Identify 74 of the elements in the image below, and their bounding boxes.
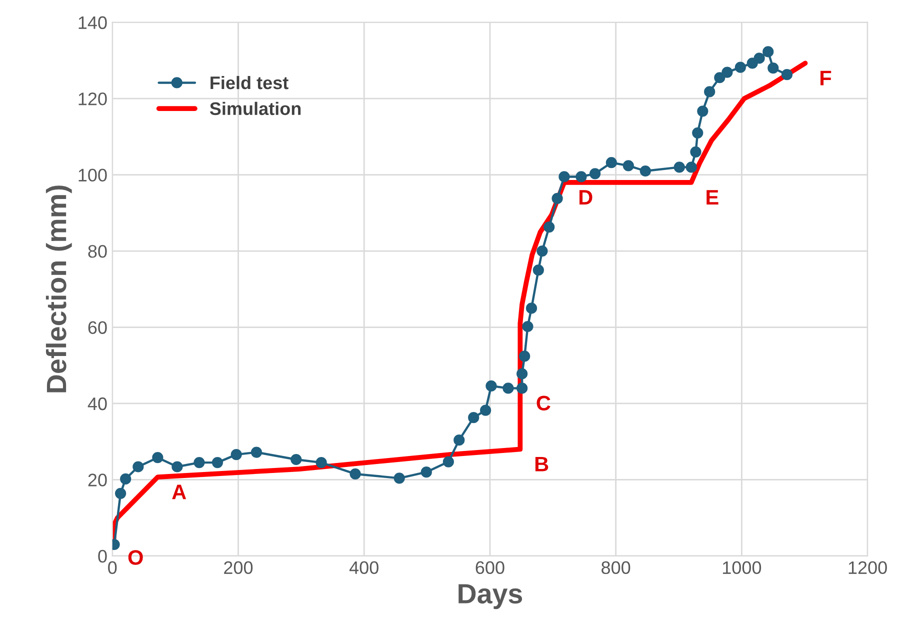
point bbox=[622, 160, 634, 172]
point bbox=[762, 46, 774, 58]
point bbox=[552, 192, 563, 204]
point bbox=[132, 461, 144, 472]
point bbox=[781, 69, 793, 80]
y-tick-label: 100 bbox=[78, 168, 107, 182]
point bbox=[316, 457, 327, 468]
x-tick-label: 600 bbox=[476, 561, 504, 574]
y-tick-label: 60 bbox=[88, 321, 107, 334]
point bbox=[480, 404, 492, 416]
point bbox=[442, 456, 454, 468]
annotation: A bbox=[172, 484, 186, 500]
point bbox=[526, 302, 538, 314]
x-axis-title: Days bbox=[458, 584, 522, 610]
point bbox=[532, 264, 544, 276]
point bbox=[606, 157, 617, 168]
point bbox=[172, 461, 183, 472]
annotation: O bbox=[128, 550, 143, 565]
point bbox=[194, 457, 205, 468]
point bbox=[519, 350, 530, 362]
annotation: C bbox=[536, 396, 550, 410]
point bbox=[576, 171, 587, 182]
point bbox=[516, 382, 528, 394]
point bbox=[734, 62, 746, 73]
point bbox=[454, 434, 465, 446]
point bbox=[674, 162, 685, 173]
point bbox=[250, 446, 262, 458]
point bbox=[350, 468, 361, 480]
y-tick-label: 120 bbox=[78, 92, 107, 106]
point bbox=[768, 62, 779, 74]
point bbox=[536, 245, 548, 257]
point bbox=[690, 146, 702, 158]
x-tick-label: 0 bbox=[108, 561, 117, 574]
point bbox=[115, 488, 126, 499]
point bbox=[516, 368, 528, 380]
annotation: F bbox=[820, 70, 832, 86]
point bbox=[502, 382, 514, 394]
point bbox=[722, 66, 733, 78]
point bbox=[544, 221, 555, 233]
point bbox=[704, 86, 716, 98]
point bbox=[522, 320, 534, 332]
y-axis-title: Deflection (mm) bbox=[46, 186, 72, 392]
point bbox=[420, 466, 432, 478]
point bbox=[589, 168, 601, 180]
x-tick-label: 1000 bbox=[722, 561, 762, 574]
y-tick-label: 20 bbox=[88, 474, 107, 486]
point bbox=[697, 106, 708, 117]
point bbox=[394, 472, 405, 484]
x-tick-label: 1200 bbox=[848, 561, 887, 574]
legend-label: Simulation bbox=[210, 102, 301, 116]
point bbox=[212, 457, 224, 468]
y-tick-label: 80 bbox=[88, 244, 107, 258]
point bbox=[686, 162, 697, 173]
point bbox=[714, 72, 726, 84]
annotation: E bbox=[706, 190, 718, 204]
y-tick-label: 40 bbox=[88, 397, 107, 410]
point bbox=[152, 452, 164, 464]
x-tick-label: 200 bbox=[224, 561, 253, 574]
x-tick-label: 400 bbox=[349, 561, 378, 574]
point bbox=[486, 380, 497, 392]
point bbox=[290, 454, 302, 466]
point bbox=[558, 171, 570, 182]
point bbox=[468, 412, 480, 424]
point bbox=[754, 52, 765, 64]
x-tick-label: 800 bbox=[602, 561, 630, 574]
y-tick-label: 140 bbox=[78, 16, 107, 30]
y-tick-label: 0 bbox=[98, 550, 107, 563]
annotation: D bbox=[579, 190, 592, 204]
legend-label: Field test bbox=[210, 76, 288, 90]
point bbox=[120, 473, 132, 484]
point bbox=[692, 127, 704, 138]
annotation: B bbox=[535, 456, 548, 472]
point bbox=[640, 165, 651, 177]
point bbox=[230, 448, 242, 460]
